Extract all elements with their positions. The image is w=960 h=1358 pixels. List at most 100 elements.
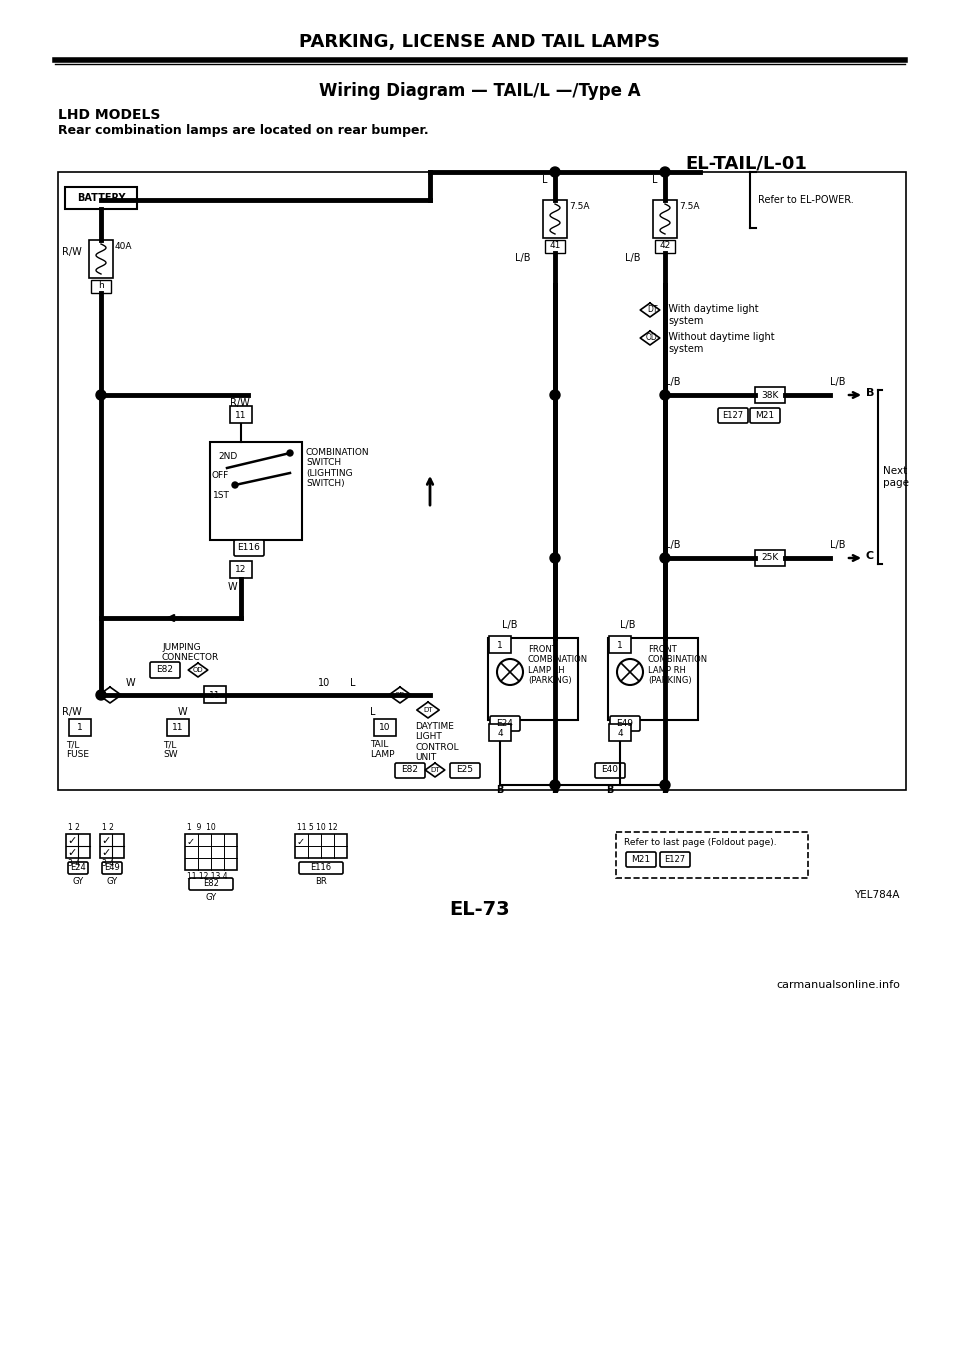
Text: ✓: ✓ [187, 837, 195, 847]
FancyBboxPatch shape [450, 763, 480, 778]
Text: E127: E127 [664, 854, 685, 864]
FancyBboxPatch shape [660, 851, 690, 866]
Circle shape [660, 779, 670, 790]
Text: ✓: ✓ [101, 837, 110, 846]
FancyBboxPatch shape [595, 763, 625, 778]
Bar [230, 406, 252, 422]
Text: 41: 41 [549, 242, 561, 250]
Text: ✓: ✓ [67, 837, 77, 846]
Text: DT: DT [430, 767, 440, 773]
Bar [185, 834, 237, 870]
Text: E82: E82 [204, 880, 219, 888]
Text: PARKING, LICENSE AND TAIL LAMPS: PARKING, LICENSE AND TAIL LAMPS [300, 33, 660, 52]
Text: DT: DT [423, 708, 433, 713]
FancyBboxPatch shape [626, 851, 656, 866]
Bar [489, 724, 511, 741]
Text: 10: 10 [379, 724, 391, 732]
Text: ✓: ✓ [297, 837, 305, 847]
Circle shape [96, 390, 106, 401]
Text: B: B [607, 785, 613, 794]
Text: 1: 1 [497, 641, 503, 649]
Text: R/W: R/W [62, 708, 82, 717]
Text: OD: OD [395, 693, 405, 698]
Text: R/W: R/W [230, 398, 250, 407]
Text: W: W [126, 678, 135, 689]
Text: M21: M21 [632, 854, 651, 864]
Text: B: B [496, 785, 504, 794]
Text: OFF: OFF [212, 471, 229, 481]
Text: 1 2: 1 2 [102, 823, 114, 832]
FancyBboxPatch shape [299, 862, 343, 875]
FancyBboxPatch shape [189, 879, 233, 889]
Text: ✓: ✓ [101, 847, 110, 858]
Text: BR: BR [315, 877, 326, 885]
Text: BATTERY: BATTERY [77, 193, 125, 202]
Bar [58, 172, 906, 790]
Text: GY: GY [107, 877, 117, 885]
Circle shape [550, 779, 560, 790]
Text: E49: E49 [616, 718, 634, 728]
Bar [653, 200, 677, 238]
Text: E24: E24 [70, 864, 85, 872]
Text: E127: E127 [723, 410, 744, 420]
Circle shape [660, 553, 670, 564]
FancyBboxPatch shape [610, 716, 640, 731]
Text: 11 5 10 12: 11 5 10 12 [297, 823, 338, 832]
Text: system: system [668, 344, 704, 354]
Text: : With daytime light: : With daytime light [662, 304, 758, 314]
Text: h: h [98, 281, 104, 291]
Text: L: L [370, 708, 375, 717]
Text: B: B [551, 785, 559, 794]
Text: E25: E25 [457, 766, 473, 774]
FancyBboxPatch shape [750, 407, 780, 422]
Circle shape [660, 390, 670, 401]
Circle shape [287, 449, 293, 456]
Text: COMBINATION
SWITCH
(LIGHTING
SWITCH): COMBINATION SWITCH (LIGHTING SWITCH) [306, 448, 370, 488]
Text: B: B [866, 388, 875, 398]
Text: FRONT
COMBINATION
LAMP RH
(PARKING): FRONT COMBINATION LAMP RH (PARKING) [648, 645, 708, 686]
Text: 11 12 13 4: 11 12 13 4 [187, 872, 228, 881]
Bar [755, 550, 785, 566]
Text: L/B: L/B [515, 253, 530, 263]
Text: E116: E116 [310, 864, 331, 872]
Text: Rear combination lamps are located on rear bumper.: Rear combination lamps are located on re… [58, 124, 428, 137]
Text: GY: GY [72, 877, 84, 885]
Text: 12: 12 [235, 565, 247, 574]
Text: YEL784A: YEL784A [854, 889, 900, 900]
Text: OD: OD [646, 334, 658, 342]
FancyBboxPatch shape [68, 862, 88, 875]
Text: : Without daytime light: : Without daytime light [662, 331, 775, 342]
Text: E116: E116 [237, 543, 260, 553]
Bar [374, 718, 396, 736]
Circle shape [232, 482, 238, 488]
Text: Wiring Diagram — TAIL/L —/Type A: Wiring Diagram — TAIL/L —/Type A [319, 81, 641, 100]
Text: E82: E82 [156, 665, 174, 675]
Text: L/B: L/B [830, 378, 846, 387]
Circle shape [96, 690, 106, 699]
Bar [89, 240, 113, 278]
Circle shape [550, 553, 560, 564]
Text: W: W [228, 583, 238, 592]
Text: L/B: L/B [620, 621, 636, 630]
Text: 1ST: 1ST [213, 490, 229, 500]
Text: Next
page: Next page [883, 466, 909, 488]
Bar [543, 200, 567, 238]
Text: TAIL
LAMP: TAIL LAMP [370, 740, 395, 759]
FancyBboxPatch shape [150, 661, 180, 678]
Text: E24: E24 [496, 718, 514, 728]
Text: 25K: 25K [761, 554, 779, 562]
FancyBboxPatch shape [102, 862, 122, 875]
Bar [545, 240, 565, 253]
Text: E82: E82 [401, 766, 419, 774]
Circle shape [550, 390, 560, 401]
Text: C: C [866, 551, 875, 561]
Text: 38K: 38K [761, 391, 779, 399]
Text: 40A: 40A [115, 242, 132, 251]
Text: GY: GY [205, 894, 217, 902]
Text: L/B: L/B [665, 378, 681, 387]
Bar [655, 240, 675, 253]
Bar [608, 638, 698, 720]
Text: L/B: L/B [502, 621, 517, 630]
Text: L/B: L/B [830, 540, 846, 550]
Bar [488, 638, 578, 720]
